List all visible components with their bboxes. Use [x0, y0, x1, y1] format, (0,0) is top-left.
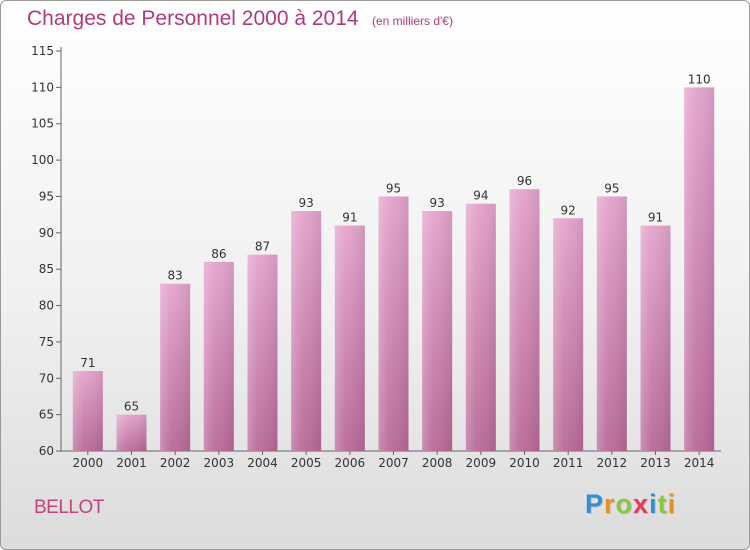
logo-letter: P [585, 489, 605, 519]
y-tick-label: 95 [39, 189, 54, 203]
y-tick-label: 80 [39, 299, 54, 313]
y-tick-label: 90 [39, 226, 54, 240]
data-label: 110 [688, 72, 711, 86]
y-tick-label: 85 [39, 262, 54, 276]
x-tick-label: 2001 [116, 456, 147, 470]
data-label: 91 [648, 211, 663, 225]
data-label: 87 [255, 240, 270, 254]
x-tick-label: 2006 [335, 456, 366, 470]
bar-shine [640, 225, 671, 451]
x-tick-label: 2002 [160, 456, 191, 470]
x-tick-label: 2005 [291, 456, 322, 470]
data-label: 95 [386, 181, 401, 195]
x-tick-label: 2014 [684, 456, 715, 470]
data-label: 94 [473, 189, 488, 203]
bar-shine [247, 254, 278, 451]
bar-shine [465, 203, 496, 451]
data-label: 93 [430, 196, 445, 210]
y-tick-label: 110 [31, 80, 54, 94]
bar-shine [116, 414, 147, 451]
y-tick-label: 100 [31, 153, 54, 167]
bars [72, 87, 715, 451]
logo-letter: o [615, 489, 634, 519]
data-label: 83 [168, 269, 183, 283]
y-tick-label: 65 [39, 408, 54, 422]
logo-letter: x [633, 489, 650, 519]
x-tick-label: 2008 [422, 456, 453, 470]
x-tick-label: 2012 [597, 456, 628, 470]
x-tick-label: 2010 [509, 456, 540, 470]
bar-shine [334, 225, 365, 451]
x-tick-label: 2011 [553, 456, 584, 470]
data-label: 93 [299, 196, 314, 210]
labels: 2000 71 2001 65 2002 83 2003 86 2004 87 2005 93 2006… [73, 72, 715, 470]
y-tick-label: 115 [31, 44, 54, 58]
y-tick-label: 70 [39, 371, 54, 385]
bar-shine [422, 211, 453, 451]
data-label: 92 [561, 203, 576, 217]
commune-name: BELLOT [34, 497, 104, 518]
bar-shine [291, 211, 322, 451]
x-tick-label: 2009 [466, 456, 497, 470]
bar-shine [684, 87, 715, 451]
x-tick-label: 2013 [640, 456, 671, 470]
chart-subtitle: (en milliers d'€) [372, 14, 453, 28]
x-tick-label: 2007 [378, 456, 409, 470]
bar-shine [596, 196, 627, 451]
bar-shine [378, 196, 409, 451]
bar-shine [553, 218, 584, 451]
bar-shine [72, 371, 103, 451]
bar-shine [509, 189, 540, 451]
y-tick-label: 105 [31, 117, 54, 131]
logo-letter: r [604, 489, 616, 519]
data-label: 65 [124, 400, 139, 414]
data-label: 95 [604, 181, 619, 195]
data-label: 91 [342, 211, 357, 225]
y-tick-label: 75 [39, 335, 54, 349]
data-label: 86 [211, 247, 226, 261]
logo-letter: i [649, 489, 658, 519]
x-tick-label: 2003 [204, 456, 235, 470]
logo-letter: i [667, 489, 677, 519]
y-tick-label: 60 [39, 444, 54, 458]
chart-title: Charges de Personnel 2000 à 2014 [27, 7, 359, 30]
bar-shine [160, 283, 191, 451]
data-label: 96 [517, 174, 532, 188]
logo-letter: t [657, 489, 668, 519]
x-tick-label: 2004 [247, 456, 278, 470]
x-tick-label: 2000 [73, 456, 104, 470]
proxiti-logo: Proxiti [585, 489, 676, 520]
bar-shine [203, 261, 234, 451]
data-label: 71 [80, 356, 95, 370]
